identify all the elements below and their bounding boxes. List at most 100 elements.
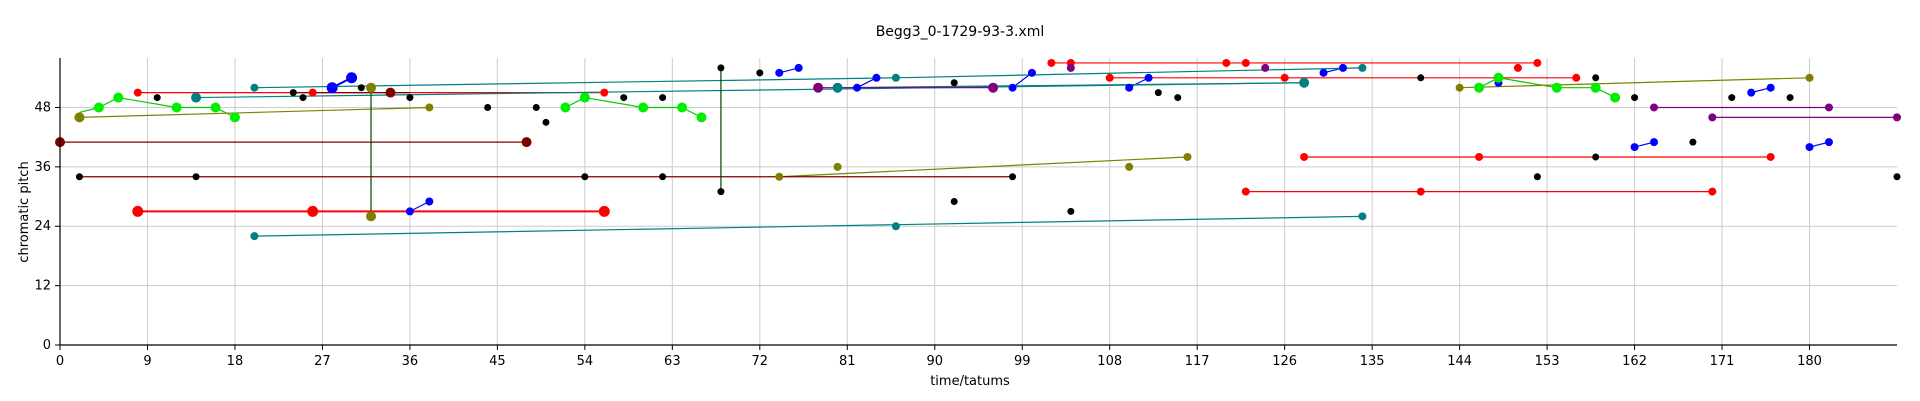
- note-point: [1650, 138, 1659, 147]
- note-point: [1174, 94, 1182, 102]
- note-point: [1650, 103, 1659, 112]
- y-tick-label: 12: [34, 279, 51, 294]
- note-point: [853, 83, 862, 92]
- note-point: [775, 68, 784, 77]
- note-point: [1610, 92, 1621, 103]
- x-tick-label: 9: [143, 354, 151, 369]
- note-point: [133, 88, 142, 97]
- note-point: [1125, 83, 1134, 92]
- note-point: [1708, 187, 1717, 196]
- note-connection: [779, 156, 1188, 178]
- note-connection: [837, 82, 1305, 89]
- x-tick-label: 54: [577, 354, 594, 369]
- note-connection: [254, 215, 1363, 237]
- note-point: [717, 188, 725, 196]
- y-tick-label: 24: [34, 219, 51, 234]
- note-point: [1241, 187, 1250, 196]
- note-point: [1747, 88, 1756, 97]
- note-point: [1572, 73, 1581, 82]
- note-point: [1708, 113, 1717, 122]
- note-point: [1417, 74, 1425, 82]
- note-point: [1416, 187, 1425, 196]
- x-tick-label: 135: [1360, 354, 1385, 369]
- note-connection: [79, 106, 430, 118]
- note-point: [1183, 152, 1192, 161]
- note-point: [1358, 63, 1367, 72]
- note-point: [1766, 83, 1775, 92]
- x-tick-label: 72: [752, 354, 769, 369]
- note-point: [832, 82, 843, 93]
- note-connection: [1498, 77, 1557, 89]
- note-point: [250, 232, 259, 241]
- note-point: [950, 198, 958, 205]
- note-point: [1689, 138, 1697, 146]
- note-point: [891, 73, 900, 82]
- note-point: [1766, 152, 1775, 161]
- note-point: [250, 83, 259, 92]
- note-point: [153, 94, 161, 102]
- note-point: [677, 102, 688, 113]
- note-point: [600, 88, 609, 97]
- x-tick-label: 108: [1097, 354, 1122, 369]
- note-point: [1475, 152, 1484, 161]
- note-point: [425, 197, 434, 206]
- grid: [59, 58, 1897, 346]
- note-point: [1300, 152, 1309, 161]
- note-point: [425, 103, 434, 112]
- note-point: [366, 211, 377, 222]
- note-point: [406, 94, 414, 102]
- note-point: [405, 207, 414, 216]
- note-point: [659, 173, 667, 181]
- x-tick-label: 126: [1272, 354, 1297, 369]
- note-point: [1513, 63, 1522, 72]
- note-point: [289, 89, 297, 97]
- note-point: [1630, 143, 1639, 152]
- x-tick-label: 81: [839, 354, 856, 369]
- note-point: [93, 102, 104, 113]
- note-point: [1893, 113, 1901, 122]
- note-point: [1319, 68, 1328, 77]
- note-point: [210, 102, 221, 113]
- note-point: [1027, 68, 1036, 77]
- x-tick-label: 63: [664, 354, 681, 369]
- y-tick-label: 48: [34, 100, 51, 115]
- note-point: [1047, 58, 1056, 67]
- note-point: [192, 173, 200, 181]
- x-tick-label: 153: [1535, 354, 1560, 369]
- note-point: [229, 112, 240, 123]
- x-tick-label: 0: [56, 354, 64, 369]
- note-point: [1474, 82, 1485, 93]
- note-connection: [1459, 77, 1810, 89]
- note-point: [1455, 83, 1464, 92]
- note-point: [1533, 58, 1542, 67]
- note-point: [1533, 173, 1541, 181]
- note-point: [598, 205, 610, 217]
- chart-title: Begg3_0-1729-93-3.xml: [876, 24, 1045, 40]
- note-point: [579, 92, 590, 103]
- note-point: [299, 94, 307, 102]
- note-point: [775, 172, 784, 181]
- note-point: [891, 222, 900, 231]
- note-point: [794, 63, 803, 72]
- note-point: [307, 205, 319, 217]
- x-tick-label: 171: [1710, 354, 1735, 369]
- x-tick-label: 144: [1447, 354, 1472, 369]
- note-point: [532, 103, 540, 111]
- x-tick-label: 117: [1185, 354, 1210, 369]
- note-point: [1805, 73, 1814, 82]
- note-point: [1067, 207, 1075, 215]
- note-point: [988, 82, 999, 93]
- y-tick-label: 36: [34, 160, 51, 175]
- note-point: [1358, 212, 1367, 221]
- y-tick-label: 0: [43, 338, 51, 353]
- note-point: [542, 118, 550, 126]
- note-point: [346, 72, 358, 84]
- note-point: [1144, 73, 1153, 82]
- note-point: [950, 79, 958, 87]
- note-point: [756, 69, 764, 77]
- note-point: [484, 103, 492, 111]
- note-connection: [584, 96, 644, 109]
- note-point: [1009, 173, 1017, 181]
